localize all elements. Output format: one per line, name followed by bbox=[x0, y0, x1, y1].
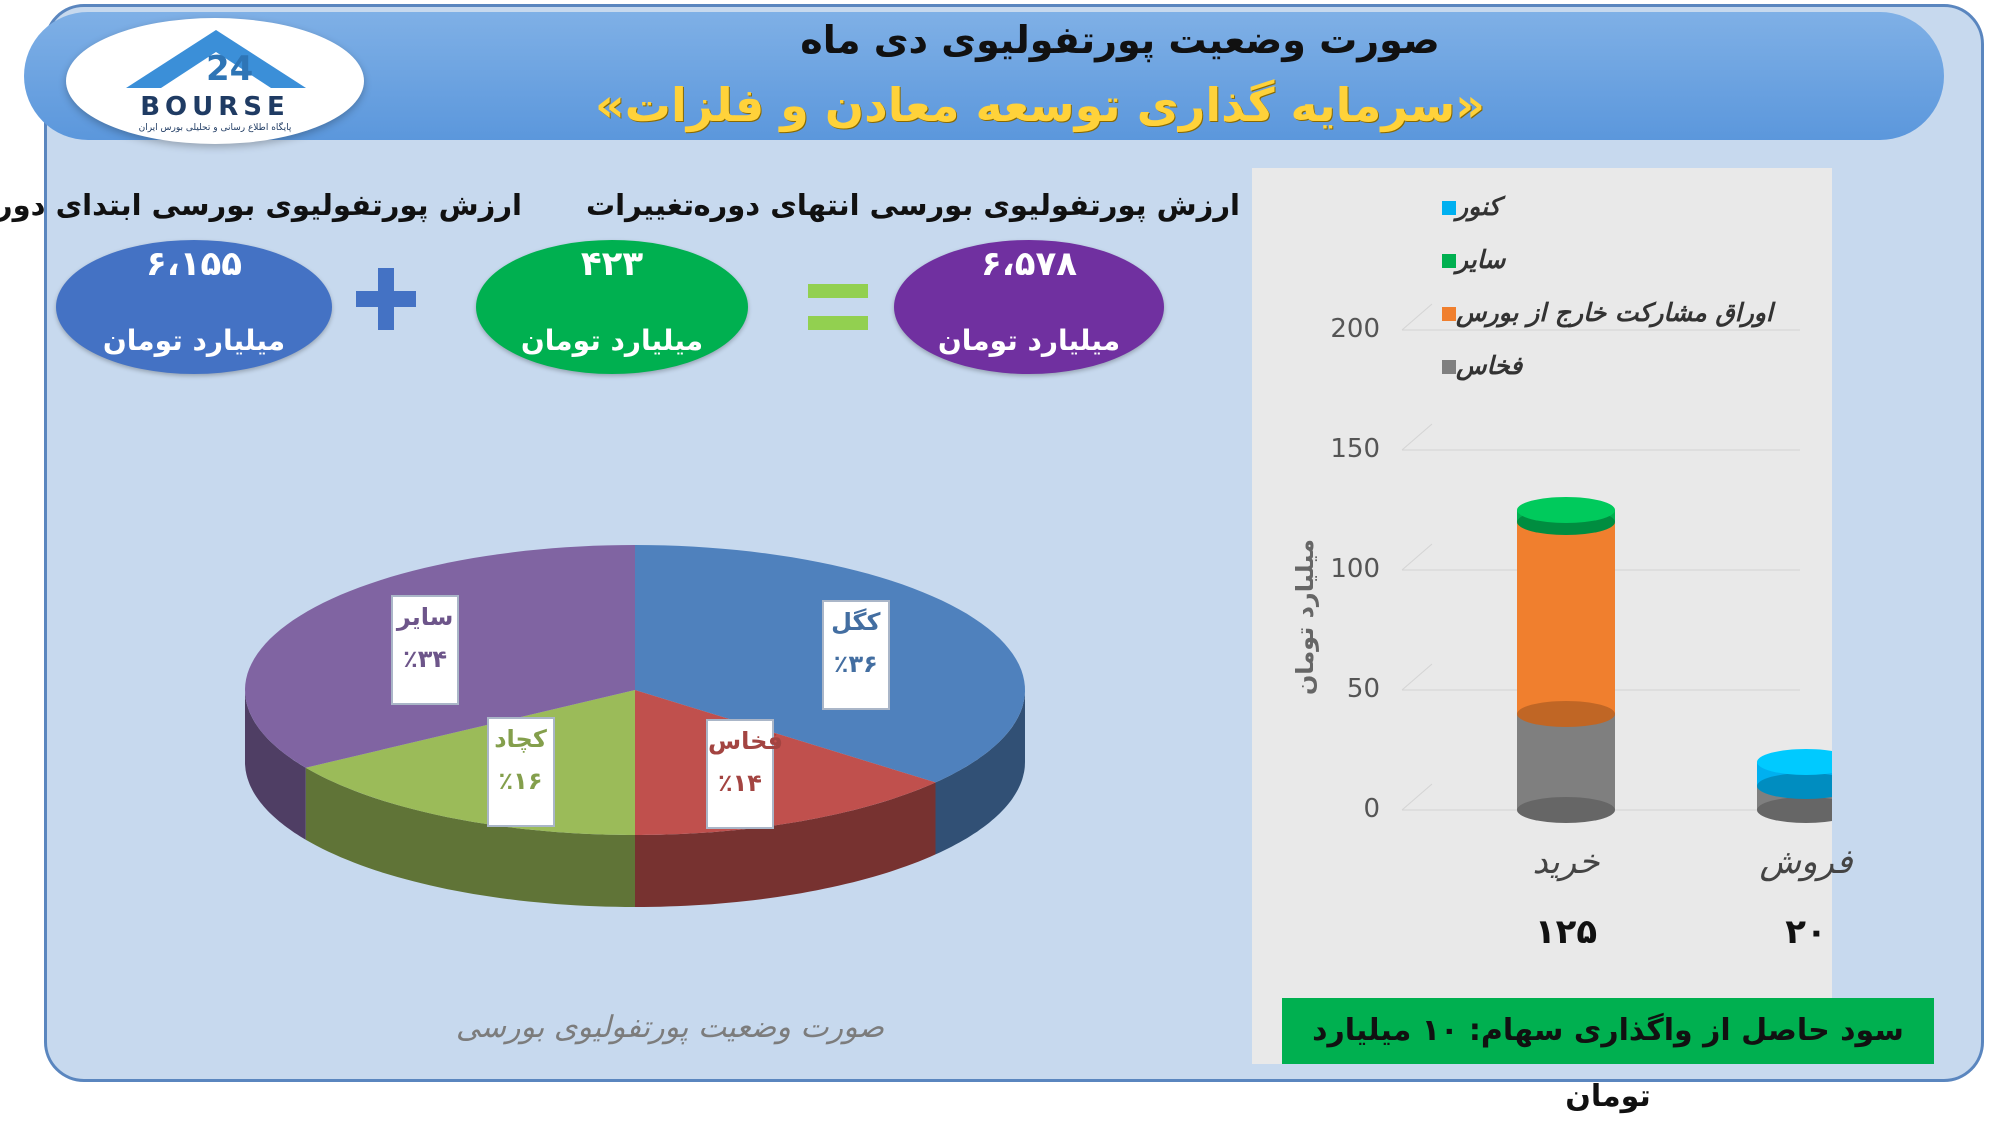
legend-swatch bbox=[1442, 254, 1456, 268]
bar-category-total: ۲۰ bbox=[1785, 912, 1827, 952]
profit-banner: سود حاصل از واگذاری سهام: ۱۰ میلیارد توم… bbox=[1282, 998, 1934, 1114]
legend-item: سایر bbox=[1430, 245, 1830, 275]
svg-text:24: 24 bbox=[206, 49, 253, 89]
pie-slice-side-1 bbox=[635, 782, 936, 907]
legend-label: سایر bbox=[1456, 245, 1506, 274]
page-title: صورت وضعیت پورتفولیوی دی ماه bbox=[800, 18, 1440, 62]
start-value-unit: میلیارد تومان bbox=[102, 324, 286, 357]
start-value: ۶،۱۵۵ bbox=[146, 244, 242, 284]
svg-text:BOURSE: BOURSE bbox=[140, 92, 290, 122]
equals-icon bbox=[806, 280, 870, 336]
legend-item: فخاس bbox=[1430, 351, 1830, 381]
end-value-unit: میلیارد تومان bbox=[937, 324, 1121, 357]
plus-icon bbox=[352, 256, 420, 342]
pie-slice-percent: ٪۳۶ bbox=[833, 649, 878, 678]
legend-label: فخاس bbox=[1456, 351, 1523, 380]
bar-category-total: ۱۲۵ bbox=[1534, 912, 1598, 952]
y-tick-label: 200 bbox=[1330, 314, 1380, 344]
pie-data-label: کچاد ٪۱۶ bbox=[486, 716, 555, 827]
pie-data-label: سایر ٪۳۴ bbox=[391, 594, 460, 705]
end-value: ۶،۵۷۸ bbox=[981, 244, 1077, 284]
end-value-label: ارزش پورتفولیوی بورسی انتهای دوره bbox=[693, 188, 1240, 222]
gridline bbox=[1401, 783, 1433, 811]
bar-top-cap bbox=[1517, 497, 1615, 523]
bar-segment bbox=[1517, 714, 1615, 810]
legend-label: اوراق مشارکت خارج از بورس bbox=[1456, 298, 1773, 327]
bar-segment-base bbox=[1517, 701, 1615, 727]
legend-label: کنور bbox=[1456, 192, 1501, 221]
y-tick-label: 0 bbox=[1363, 794, 1380, 824]
pie-slice-name: کگل bbox=[831, 607, 881, 636]
page-subtitle: «سرمایه گذاری توسعه معادن و فلزات» bbox=[595, 78, 1485, 132]
pie-data-label: فخاس ٪۱۴ bbox=[705, 719, 784, 830]
bar-segment-base bbox=[1757, 797, 1832, 823]
change-value: ۴۲۳ bbox=[580, 244, 644, 284]
y-tick-label: 50 bbox=[1346, 674, 1380, 704]
legend-item: اوراق مشارکت خارج از بورس bbox=[1430, 298, 1830, 328]
pie-chart-title: صورت وضعیت پورتفولیوی بورسی bbox=[455, 1010, 885, 1045]
pie-slice-percent: ٪۳۴ bbox=[403, 644, 448, 673]
gridline bbox=[1401, 423, 1433, 451]
pie-slice-name: سایر bbox=[396, 602, 454, 631]
bar-top-cap bbox=[1757, 749, 1832, 775]
bar-segment-base bbox=[1757, 773, 1832, 799]
bar-category-label: فروش bbox=[1759, 842, 1853, 882]
bar-category-label: خرید bbox=[1532, 842, 1600, 882]
pie-slice-side-2 bbox=[305, 767, 635, 907]
start-value-ellipse: ۶،۱۵۵ میلیارد تومان bbox=[56, 240, 332, 374]
pie-slice-side-0 bbox=[935, 690, 1025, 855]
pie-slice-name: کچاد bbox=[494, 724, 547, 753]
gridline bbox=[1401, 543, 1433, 571]
logo-mark-icon: 24 BOURSE پایگاه اطلاع رسانی و تحلیلی بو… bbox=[126, 30, 306, 133]
pie-slice-percent: ٪۱۶ bbox=[498, 766, 543, 795]
start-value-label: ارزش پورتفولیوی بورسی ابتدای دوره bbox=[0, 188, 522, 222]
bar-segment bbox=[1517, 522, 1615, 714]
bar-segment-base bbox=[1517, 797, 1615, 823]
change-unit: میلیارد تومان bbox=[520, 324, 704, 357]
legend-swatch bbox=[1442, 307, 1456, 321]
trade-bar-chart bbox=[1401, 303, 1832, 823]
y-tick-label: 150 bbox=[1330, 434, 1380, 464]
bourse-logo: 24 BOURSE پایگاه اطلاع رسانی و تحلیلی بو… bbox=[66, 18, 364, 144]
change-label: تغییرات bbox=[585, 188, 695, 222]
pie-slice-percent: ٪۱۴ bbox=[717, 769, 762, 798]
gridline bbox=[1401, 663, 1433, 691]
y-tick-label: 100 bbox=[1330, 554, 1380, 584]
pie-slice-side-3 bbox=[245, 690, 306, 840]
legend-swatch bbox=[1442, 360, 1456, 374]
change-ellipse: ۴۲۳ میلیارد تومان bbox=[476, 240, 748, 374]
svg-text:پایگاه اطلاع رسانی و تحلیلی بو: پایگاه اطلاع رسانی و تحلیلی بورس ایران bbox=[139, 121, 292, 133]
legend-swatch bbox=[1442, 201, 1456, 215]
end-value-ellipse: ۶،۵۷۸ میلیارد تومان bbox=[894, 240, 1164, 374]
legend-item: کنور bbox=[1430, 192, 1830, 222]
pie-data-label: کگل ٪۳۶ bbox=[821, 599, 890, 710]
gridline bbox=[1401, 303, 1433, 331]
pie-slice-name: فخاس bbox=[707, 727, 784, 756]
